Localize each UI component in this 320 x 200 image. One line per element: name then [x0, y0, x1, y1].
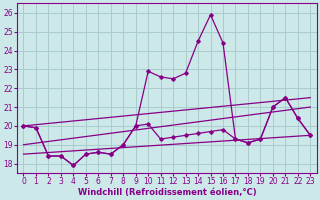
- X-axis label: Windchill (Refroidissement éolien,°C): Windchill (Refroidissement éolien,°C): [77, 188, 256, 197]
